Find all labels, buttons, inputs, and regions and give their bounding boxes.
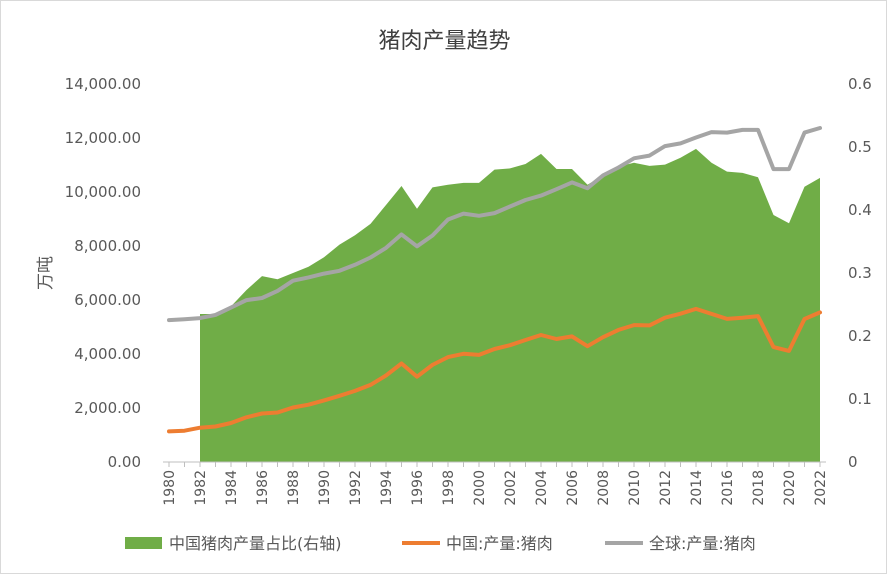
x-tick-label: 1998: [441, 470, 457, 506]
x-tick-label: 1984: [224, 470, 240, 506]
y-right-tick-label: 0.2: [848, 327, 872, 345]
legend-swatch-area: [125, 537, 162, 549]
y-right-tick-label: 0.6: [848, 75, 872, 93]
y-left-tick-label: 6,000.00: [74, 291, 141, 309]
x-tick-label: 2002: [503, 470, 519, 506]
x-tick-label: 2006: [565, 470, 581, 506]
x-tick-label: 2014: [689, 470, 705, 506]
legend-label: 全球:产量:猪肉: [649, 534, 756, 553]
legend-label: 中国:产量:猪肉: [446, 534, 553, 553]
x-tick-label: 1980: [162, 470, 178, 506]
x-tick-label: 1982: [193, 470, 209, 506]
area-share-china: [200, 148, 820, 462]
x-tick-label: 2000: [472, 470, 488, 506]
y-left-tick-label: 8,000.00: [74, 237, 141, 255]
x-tick-label: 2012: [658, 470, 674, 506]
y-right-tick-label: 0: [848, 453, 858, 471]
y-left-tick-label: 12,000.00: [65, 129, 141, 147]
x-tick-label: 2018: [751, 470, 767, 506]
x-tick-label: 1996: [410, 470, 426, 506]
y-right-tick-label: 0.5: [848, 138, 872, 156]
x-tick-label: 1992: [348, 470, 364, 506]
area-layer: [200, 148, 820, 462]
chart-title: 猪肉产量趋势: [378, 29, 511, 54]
x-tick-label: 1986: [255, 470, 271, 506]
x-tick-label: 2022: [813, 470, 829, 506]
line-layer: [167, 126, 822, 434]
legend: 中国猪肉产量占比(右轴) 中国:产量:猪肉 全球:产量:猪肉: [125, 534, 756, 553]
x-tick-label: 1990: [317, 470, 333, 506]
y-right-tick-label: 0.4: [848, 201, 872, 219]
y-left-tick-label: 4,000.00: [74, 345, 141, 363]
x-tick-label: 2004: [534, 470, 550, 506]
y-left-tick-label: 14,000.00: [65, 75, 141, 93]
legend-label: 中国猪肉产量占比(右轴): [169, 534, 342, 553]
y-left-tick-label: 2,000.00: [74, 399, 141, 417]
y-right-tick-label: 0.3: [848, 264, 872, 282]
y-left-tick-label: 0.00: [108, 453, 141, 471]
axis-layer: [163, 461, 826, 467]
x-tick-label: 2010: [627, 470, 643, 506]
line-global-pork-output: [167, 126, 822, 323]
line-china-pork-output: [167, 306, 822, 434]
x-tick-label: 2008: [596, 470, 612, 506]
x-tick-label: 2016: [720, 470, 736, 506]
x-tick-label: 2020: [782, 470, 798, 506]
x-tick-label: 1994: [379, 470, 395, 506]
y-left-tick-label: 10,000.00: [65, 183, 141, 201]
x-tick-label: 1988: [286, 470, 302, 506]
y-axis-title: 万吨: [36, 256, 56, 290]
y-right-tick-label: 0.1: [848, 390, 872, 408]
label-layer: 0.00 2,000.00 4,000.00 6,000.00 8,000.00 10,0…: [36, 75, 872, 506]
